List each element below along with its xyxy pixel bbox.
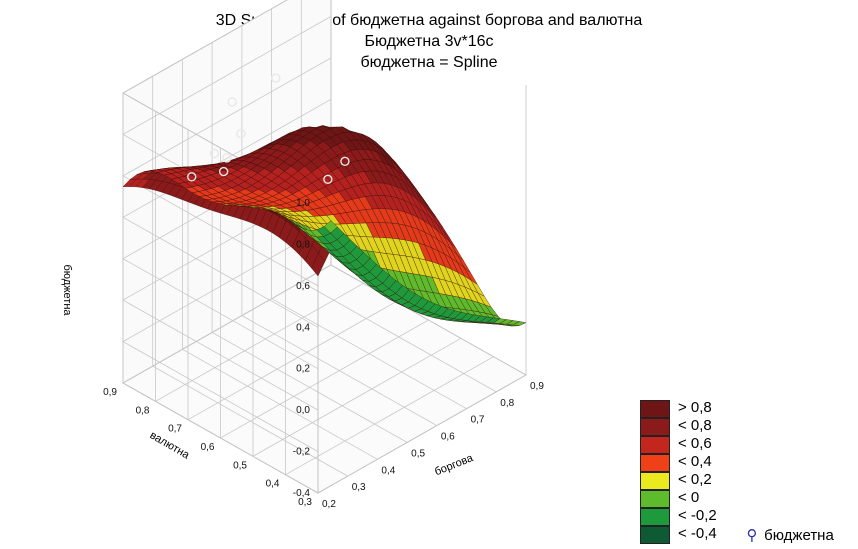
z-tick-label: -0,4 <box>293 488 311 499</box>
legend-swatch <box>640 472 670 490</box>
x-tick-label: 0,4 <box>381 465 395 476</box>
legend-swatch <box>640 526 670 544</box>
x-tick-label: 0,3 <box>352 482 366 493</box>
data-points <box>187 73 350 184</box>
data-point <box>222 153 232 163</box>
legend-swatch <box>640 436 670 454</box>
z-tick-label: 0,0 <box>296 405 310 416</box>
x-axis-label: боргова <box>433 452 476 479</box>
legend-label: < -0,4 <box>678 525 717 542</box>
y-tick-label: 0,3 <box>298 497 312 508</box>
data-point <box>209 148 220 159</box>
z-tick-label: 0,6 <box>296 281 310 292</box>
point-marker-icon: ⚲ <box>746 527 758 544</box>
x-tick-label: 0,8 <box>500 398 514 409</box>
z-tick-label: 0,2 <box>296 364 310 375</box>
y-tick-label: 0,5 <box>233 460 247 471</box>
legend-label: < 0 <box>678 489 700 506</box>
legend-label: < 0,8 <box>678 417 712 434</box>
legend-swatch <box>640 454 670 472</box>
data-point <box>236 129 246 139</box>
surface-cell <box>323 220 338 234</box>
data-point <box>187 172 197 182</box>
surface <box>122 125 527 327</box>
points-legend-label: бюджетна <box>764 527 834 544</box>
x-tick-label: 0,6 <box>441 432 455 443</box>
points-legend: ⚲ бюджетна <box>744 526 834 544</box>
legend-label: < -0,2 <box>678 507 717 524</box>
data-point <box>227 97 237 107</box>
data-point <box>340 156 350 167</box>
legend-label: < 0,6 <box>678 435 712 452</box>
chart-subtitle: Бюджетна 3v*16c <box>364 33 494 50</box>
y-tick-label: 0,8 <box>136 405 150 416</box>
x-tick-label: 0,9 <box>530 381 544 392</box>
legend-swatch <box>640 490 670 508</box>
axis-ticks: -0,4 -0,2 0,0 0,2 0,4 0,6 0,8 1,0 0,2 0,3 0,4 0,5 0,… <box>103 198 544 510</box>
z-tick-label: 1,0 <box>296 198 310 209</box>
y-tick-label: 0,6 <box>201 442 215 453</box>
z-tick-label: 0,4 <box>296 322 310 333</box>
legend-swatch <box>640 508 670 526</box>
x-tick-label: 0,7 <box>471 415 485 426</box>
legend-label: > 0,8 <box>678 399 712 416</box>
z-axis-label: бюджетна <box>61 264 73 316</box>
legend-swatch <box>640 400 670 418</box>
data-point <box>271 73 281 83</box>
data-point <box>218 166 229 177</box>
legend-label: < 0,2 <box>678 471 712 488</box>
legend-swatch <box>640 418 670 436</box>
data-point <box>323 174 333 184</box>
y-tick-label: 0,7 <box>168 424 182 435</box>
y-tick-label: 0,9 <box>103 387 117 398</box>
z-tick-label: -0,2 <box>293 447 311 458</box>
chart-subtitle-2: бюджетна = Spline <box>360 54 498 71</box>
y-tick-label: 0,4 <box>266 479 280 490</box>
x-tick-label: 0,2 <box>322 499 336 510</box>
x-tick-label: 0,5 <box>411 448 425 459</box>
legend-label: < 0,4 <box>678 453 712 470</box>
z-tick-label: 0,8 <box>296 239 310 250</box>
